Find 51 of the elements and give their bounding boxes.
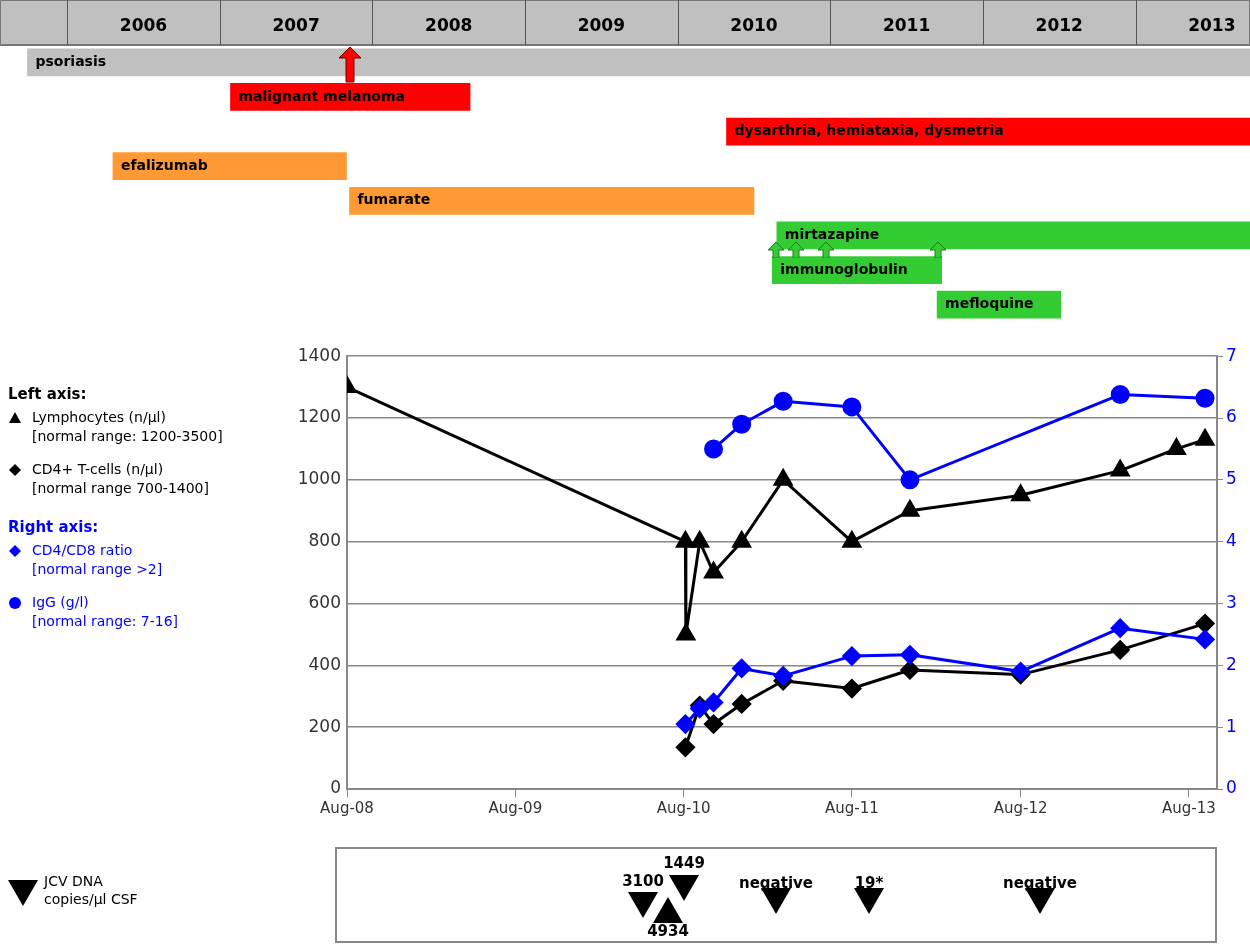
x-tick-label: 2011 bbox=[882, 15, 931, 36]
y-tick-label: 1200 bbox=[297, 406, 341, 427]
data-label: psoriasis bbox=[35, 52, 107, 69]
x-tick-label: Aug-10 bbox=[656, 798, 711, 817]
x-tick-label: 2013 bbox=[1188, 15, 1236, 36]
text: negative bbox=[1003, 874, 1077, 892]
y-tick-label: 800 bbox=[308, 530, 341, 551]
x-tick-label: 2008 bbox=[425, 15, 473, 36]
data-label: malignant melanoma bbox=[238, 87, 406, 104]
y-tick-label: 400 bbox=[308, 653, 341, 674]
x-tick-label: Aug-09 bbox=[488, 798, 543, 817]
data-label: immunoglobulin bbox=[780, 260, 908, 277]
legend-label: Lymphocytes (n/µl) [normal range: 1200-3500] bbox=[32, 408, 223, 446]
data-label: mirtazapine bbox=[784, 226, 880, 243]
text: 19* bbox=[854, 874, 884, 892]
x-tick-label: 2009 bbox=[577, 15, 626, 36]
text: Right axis: bbox=[8, 518, 100, 537]
y2-tick-label: 3 bbox=[1226, 591, 1237, 612]
text: 3100 bbox=[622, 872, 664, 890]
x-tick-label: Aug-12 bbox=[993, 798, 1048, 817]
text: negative bbox=[739, 874, 813, 892]
data-label: dysarthria, hemiataxia, dysmetria bbox=[734, 122, 1004, 139]
text: 1449 bbox=[663, 854, 705, 872]
y-tick-label: 200 bbox=[308, 715, 341, 736]
y2-tick-label: 2 bbox=[1226, 653, 1237, 674]
legend-label: IgG (g/l) [normal range: 7-16] bbox=[32, 593, 179, 631]
x-tick-label: Aug-13 bbox=[1161, 798, 1216, 817]
data-label: fumarate bbox=[357, 191, 431, 208]
text: 4934 bbox=[647, 922, 689, 940]
data-label: efalizumab bbox=[120, 156, 208, 173]
text: Left axis: bbox=[8, 385, 88, 404]
y-tick-label: 600 bbox=[308, 591, 341, 612]
x-tick-label: Aug-11 bbox=[824, 798, 879, 817]
y-tick-label: 1400 bbox=[297, 344, 341, 365]
y2-tick-label: 4 bbox=[1226, 530, 1237, 551]
legend-label: CD4/CD8 ratio [normal range >2] bbox=[32, 541, 163, 579]
x-tick-label: 2006 bbox=[119, 15, 168, 36]
data-label: mefloquine bbox=[945, 295, 1034, 312]
y2-tick-label: 7 bbox=[1226, 344, 1237, 365]
y2-tick-label: 0 bbox=[1226, 777, 1237, 798]
x-tick-label: Aug-08 bbox=[320, 798, 374, 817]
y-tick-label: 1000 bbox=[297, 468, 341, 489]
legend-label: CD4+ T-cells (n/µl) [normal range 700-1400] bbox=[32, 460, 209, 498]
y2-tick-label: 6 bbox=[1226, 406, 1237, 427]
x-tick-label: 2010 bbox=[730, 15, 778, 36]
text: JCV DNA copies/µl CSF bbox=[44, 872, 138, 908]
x-tick-label: 2007 bbox=[272, 15, 320, 36]
y2-tick-label: 5 bbox=[1226, 468, 1237, 489]
y-tick-label: 0 bbox=[330, 777, 341, 798]
x-tick-label: 2012 bbox=[1035, 15, 1083, 36]
y2-tick-label: 1 bbox=[1226, 715, 1237, 736]
